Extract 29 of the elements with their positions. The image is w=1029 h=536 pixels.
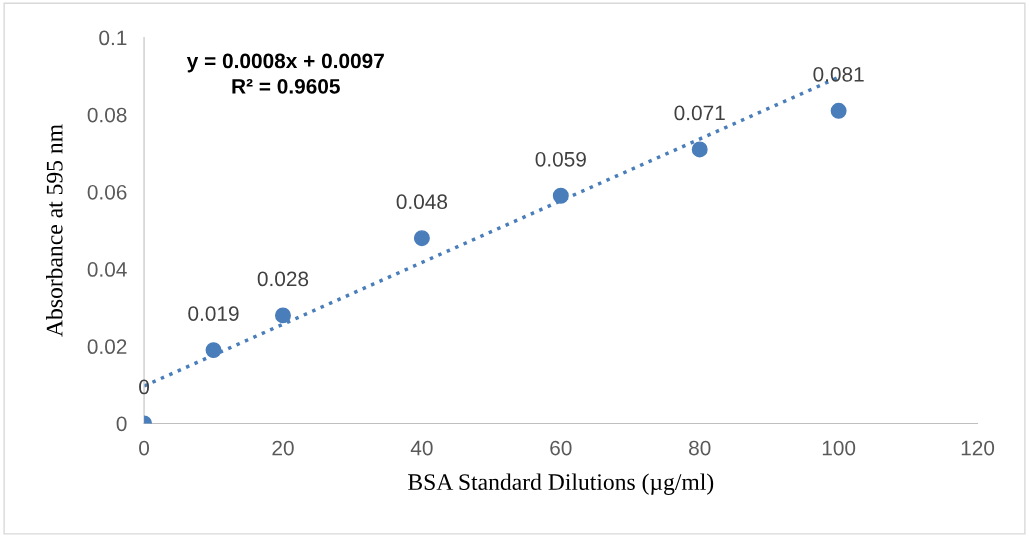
x-tick-label: 120 [961, 440, 995, 456]
y-tick-label: 0.08 [87, 107, 127, 123]
x-tick-label: 100 [822, 440, 856, 456]
point [691, 141, 708, 158]
x-tick-label: 40 [410, 440, 433, 456]
point [830, 102, 847, 119]
data-label: 0.059 [535, 151, 586, 167]
point [552, 187, 569, 204]
x-tick-label: 80 [689, 440, 711, 456]
y-tick-label: 0 [116, 416, 127, 432]
x-tick-label: 60 [550, 440, 572, 456]
x-tick-label: 0 [139, 440, 150, 456]
y-tick-label: 0.04 [87, 262, 127, 277]
y-tick-label: 0.1 [99, 30, 127, 46]
data-label: 0.028 [257, 271, 309, 287]
data-label: 0.019 [188, 306, 239, 321]
data-label: 0.081 [813, 66, 864, 82]
point [205, 342, 222, 359]
point [274, 307, 291, 324]
data-label: 0.048 [396, 194, 448, 210]
y-tick-label: 0.02 [87, 339, 127, 355]
data-label: 0.071 [674, 105, 725, 121]
x-axis-title: BSA Standard Dilutions (µg/ml) [408, 473, 714, 495]
x-tick-label: 20 [272, 440, 294, 456]
y-axis-title: Absorbance at 595 nm [45, 124, 63, 337]
annotation: y = 0.0008x + 0.0097 R² = 0.9605 [186, 53, 384, 94]
data-label: 0 [139, 379, 150, 395]
point [413, 230, 430, 247]
y-tick-label: 0.06 [87, 184, 127, 200]
